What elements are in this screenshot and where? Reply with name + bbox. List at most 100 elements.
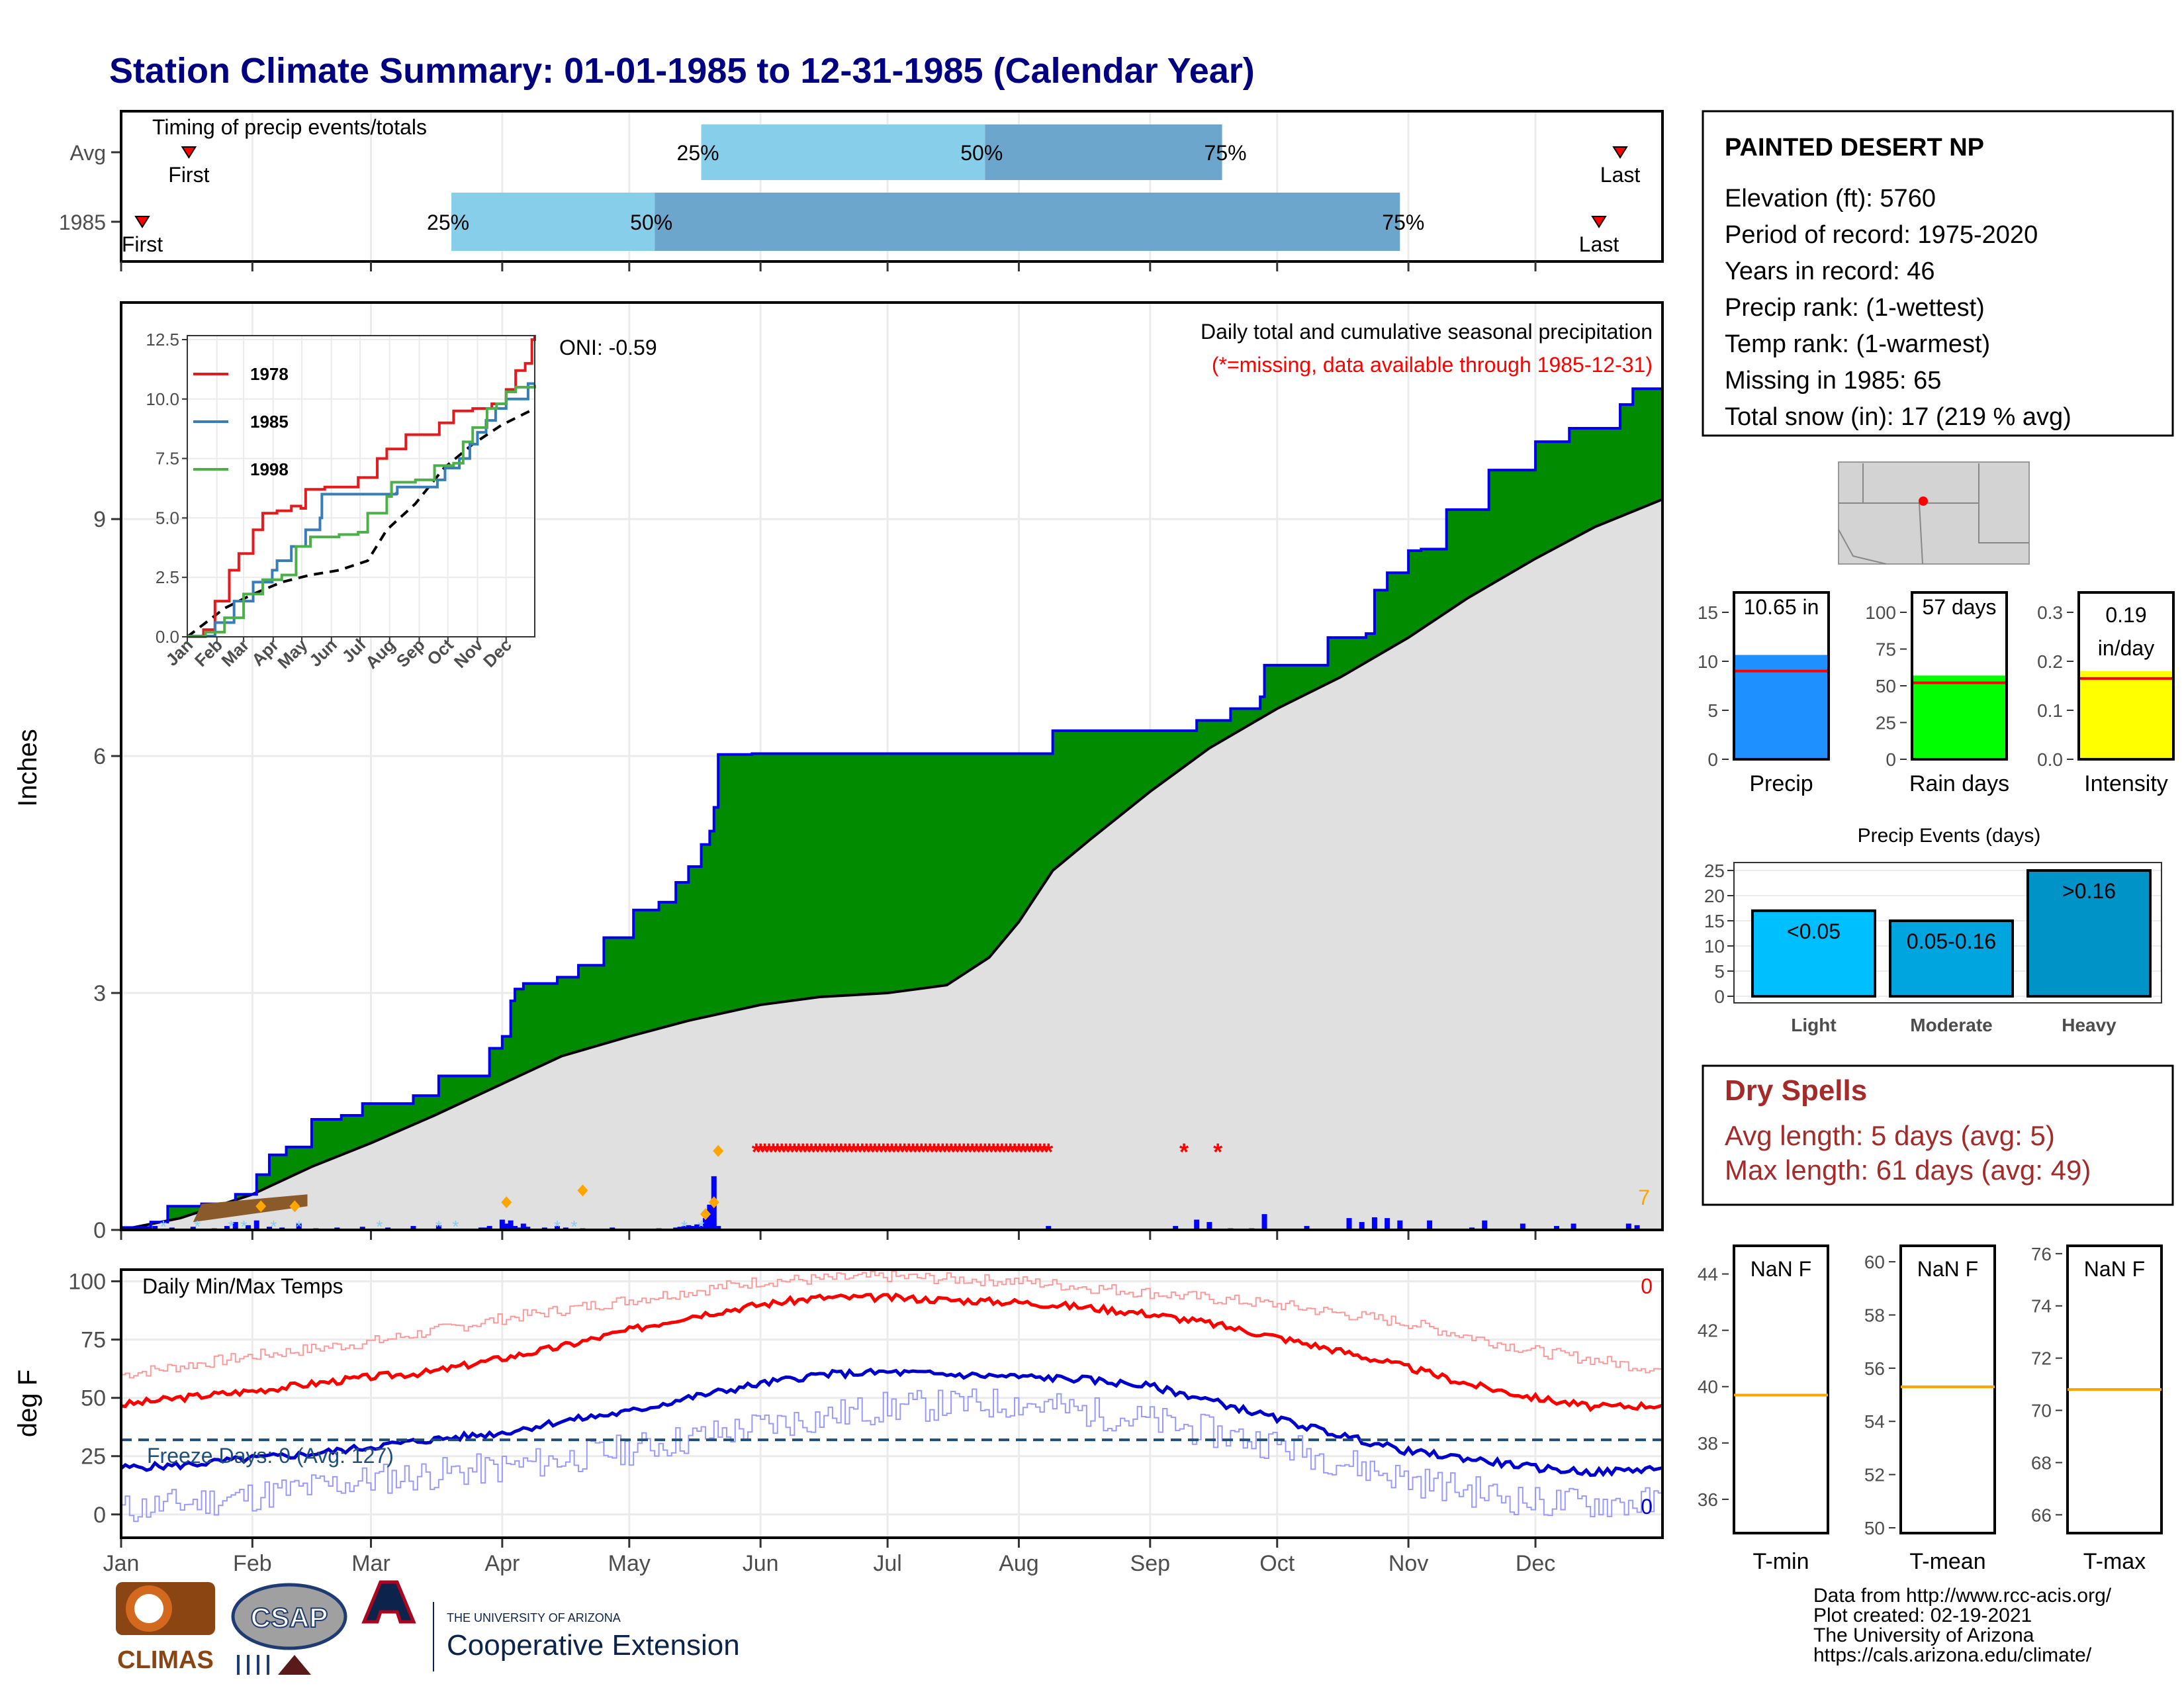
- missing-day-marker: *: [837, 1139, 846, 1166]
- daily-precip-bar: [1046, 1226, 1052, 1230]
- dry-spells-title: Dry Spells: [1725, 1074, 1867, 1107]
- missing-day-marker: *: [1019, 1139, 1028, 1166]
- events-bar-label-1: 0.05-0.16: [1907, 929, 1996, 953]
- gauge-frame-1: [1911, 591, 2008, 761]
- events-tick-label: 25: [1704, 861, 1725, 881]
- daily-precip-bar: [224, 1226, 230, 1230]
- gauge-tick-label: 5: [1707, 700, 1718, 721]
- station-snow: Total snow (in): 17 (219 % avg): [1725, 403, 2071, 431]
- daily-precip-bar: [707, 1204, 713, 1230]
- daily-precip-bar: [499, 1219, 505, 1230]
- temp-gauge-tick-label: 54: [1864, 1411, 1885, 1432]
- missing-day-marker: *: [895, 1139, 905, 1166]
- snow-day-marker: *: [228, 1217, 234, 1237]
- snow-day-marker: *: [452, 1217, 459, 1237]
- timing-q25-q50-bar: [701, 124, 985, 180]
- missing-day-marker: *: [942, 1139, 952, 1166]
- timing-q50-q75-bar: [655, 193, 1400, 251]
- temp-gauge-tick-label: 42: [1698, 1321, 1718, 1341]
- daily-precip-bar: [1397, 1220, 1403, 1230]
- missing-day-marker: *: [997, 1139, 1007, 1166]
- missing-day-marker: *: [832, 1139, 841, 1166]
- missing-day-marker: *: [862, 1139, 871, 1166]
- missing-day-marker: *: [870, 1139, 880, 1166]
- events-category-1: Moderate: [1910, 1015, 1992, 1035]
- gauge-tick-label: 100: [1865, 602, 1896, 623]
- month-label: Jan: [103, 1551, 140, 1576]
- daily-precip-bar: [1371, 1217, 1377, 1230]
- credit-line-2: Plot created: 02-19-2021: [1813, 1605, 2032, 1626]
- min-normal-line: [120, 1367, 1663, 1477]
- missing-day-marker: *: [993, 1139, 1002, 1166]
- gauge-tick-label: 10: [1698, 651, 1718, 672]
- temps-y-tick-label: 25: [81, 1444, 106, 1470]
- missing-day-marker: *: [985, 1139, 994, 1166]
- timing-first-marker: [134, 216, 150, 228]
- missing-day-marker: *: [934, 1139, 943, 1166]
- gauge-tick-label: 75: [1876, 639, 1896, 660]
- cumulative-1985-line: [121, 387, 1664, 1229]
- missing-day-marker: *: [1040, 1139, 1049, 1166]
- missing-day-marker: *: [768, 1139, 778, 1166]
- inset-y-tick-label: 7.5: [156, 449, 179, 469]
- daily-precip-bar: [686, 1225, 692, 1230]
- missing-day-marker: *: [853, 1139, 862, 1166]
- inset-y-tick-label: 5.0: [156, 508, 179, 528]
- missing-day-marker: *: [1035, 1139, 1044, 1166]
- gauge-tick-label: 25: [1876, 713, 1896, 733]
- temp-gauge-tick-label: 50: [1864, 1518, 1885, 1538]
- station-location-marker: [1919, 496, 1928, 506]
- ua-logo-mark: [361, 1580, 416, 1624]
- events-bar-2: [2026, 869, 2152, 998]
- timing-row-label: 1985: [59, 211, 106, 234]
- credit-line-1: Data from http://www.rcc-acis.org/: [1813, 1585, 2112, 1607]
- big-event-marker: [713, 1145, 724, 1157]
- missing-day-marker: *: [883, 1139, 892, 1166]
- missing-day-marker: *: [1179, 1139, 1189, 1166]
- daily-precip-bar: [504, 1223, 510, 1230]
- missing-day-marker: *: [904, 1139, 913, 1166]
- missing-day-marker: *: [760, 1139, 770, 1166]
- temp-gauge-tick-label: 68: [2031, 1452, 2052, 1473]
- temp-gauge-tick-label: 56: [1864, 1358, 1885, 1379]
- snow-day-marker: *: [160, 1217, 167, 1237]
- temp-gauge-value-1: NaN F: [1917, 1257, 1978, 1281]
- gauge-tick-label: 0: [1707, 749, 1718, 770]
- missing-day-marker: *: [866, 1139, 876, 1166]
- daily-precip-bar: [152, 1226, 158, 1230]
- month-label: Sep: [1130, 1551, 1171, 1576]
- gauge-frame-0: [1733, 591, 1830, 761]
- daily-precip-bar: [698, 1226, 704, 1230]
- missing-day-marker: *: [972, 1139, 981, 1166]
- csap-logo: CSAP: [231, 1583, 347, 1675]
- missing-day-marker: *: [964, 1139, 973, 1166]
- snow-day-marker: *: [270, 1217, 277, 1237]
- max-normal-line: [120, 1292, 1663, 1413]
- temp-gauge-tick-label: 58: [1864, 1305, 1885, 1325]
- gauge-value-unit-2: in/day: [2098, 636, 2154, 660]
- inset-legend-label: 1985: [250, 412, 289, 432]
- big-event-marker: [501, 1196, 512, 1209]
- daily-precip-bar: [435, 1225, 441, 1230]
- daily-precip-bar: [253, 1220, 259, 1230]
- temperature-panel: Daily Min/Max Temps Freeze Days: 0 (Avg: …: [13, 1268, 1664, 1576]
- missing-day-marker: *: [782, 1139, 791, 1166]
- missing-day-marker: *: [976, 1139, 985, 1166]
- min-missing-count: 0: [1641, 1495, 1653, 1519]
- inset-y-tick-label: 12.5: [146, 330, 179, 350]
- timing-first-marker: [181, 146, 197, 159]
- missing-day-marker: *: [824, 1139, 833, 1166]
- inset-legend-label: 1998: [250, 459, 289, 479]
- page-title: Station Climate Summary: 01-01-1985 to 1…: [109, 51, 1255, 91]
- month-label: Feb: [233, 1551, 272, 1576]
- daily-precip-bar: [1304, 1226, 1310, 1230]
- csap-logo-text: CSAP: [251, 1602, 328, 1633]
- missing-day-marker: *: [815, 1139, 825, 1166]
- gauge-tick-label: 0: [1886, 749, 1896, 770]
- timing-first-label: First: [122, 232, 163, 256]
- missing-day-marker: *: [794, 1139, 803, 1166]
- precip-y-tick-label: 6: [93, 744, 106, 769]
- missing-day-marker: *: [819, 1139, 829, 1166]
- missing-day-marker: *: [917, 1139, 926, 1166]
- ua-logo-small-text: THE UNIVERSITY OF ARIZONA: [447, 1611, 621, 1624]
